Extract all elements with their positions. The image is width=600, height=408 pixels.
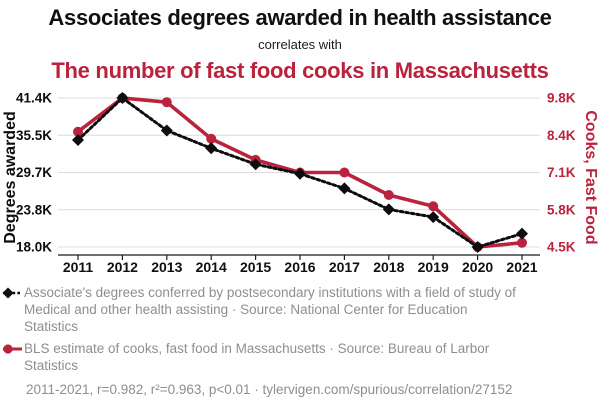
marker-degrees-2017 [338,182,351,195]
header: Associates degrees awarded in health ass… [0,0,600,84]
marker-cooks-2013 [161,97,172,108]
left-axis-tick-label: 41.4K [16,91,52,106]
legend: Associate's degrees conferred by postsec… [0,284,600,398]
x-axis-tick-label: 2011 [63,259,94,275]
line-chart: 41.4K 9.8K 35.5K 8.4K 29.7K 7.1K 23.8K 5.8K 18.0… [2,91,599,276]
legend-text-degrees: Associate's degrees conferred by postsec… [24,285,516,334]
x-axis-tick-label: 2020 [462,259,493,275]
x-axis-tick-label: 2015 [240,259,271,275]
legend-item-cooks: BLS estimate of cooks, fast food in Mass… [2,340,600,374]
marker-degrees-2012 [116,92,129,104]
legend-text-cooks: BLS estimate of cooks, fast food in Mass… [24,341,490,373]
marker-degrees-2011 [72,134,84,147]
marker-cooks-2014 [206,133,217,144]
marker-degrees-2015 [249,158,262,171]
correlates-with-subtitle: correlates with [258,37,342,52]
x-axis-tick-label: 2013 [151,259,182,275]
chart-title-secondary: The number of fast food cooks in Massach… [51,58,549,83]
chart-title: Associates degrees awarded in health ass… [48,5,552,30]
left-axis-tick-label: 18.0K [16,240,52,255]
x-axis-tick-label: 2017 [329,259,360,275]
right-axis-title: Cooks, Fast Food [582,110,599,244]
marker-cooks-2011 [73,126,83,137]
degrees-series-marker-icon [2,287,22,299]
x-axis-tick-label: 2021 [506,259,537,275]
marker-degrees-2019 [427,211,440,224]
x-axis-tick-label: 2018 [373,259,404,275]
right-axis-tick-label: 8.4K [547,128,576,143]
left-axis-title: Degrees awarded [2,111,19,244]
marker-degrees-2020 [471,241,484,253]
marker-cooks-2018 [383,189,394,200]
marker-degrees-2021 [516,227,528,240]
cooks-series-marker-icon [3,344,22,354]
marker-degrees-2016 [294,167,306,180]
x-axis-tick-label: 2016 [284,259,315,275]
marker-cooks-2017 [339,167,350,178]
right-axis-tick-label: 5.8K [547,202,576,217]
left-axis-tick-label: 35.5K [16,128,52,143]
right-axis-tick-label: 9.8K [547,91,576,106]
marker-cooks-2021 [517,237,527,248]
left-axis-tick-label: 23.8K [16,202,52,217]
x-axis-tick-label: 2014 [196,259,227,275]
right-axis-tick-label: 4.5K [547,240,576,255]
left-axis-tick-label: 29.7K [16,165,52,180]
x-axis-tick-label: 2019 [418,259,449,275]
legend-item-degrees: Associate's degrees conferred by postsec… [2,284,600,335]
marker-cooks-2019 [428,201,439,212]
right-axis-tick-label: 7.1K [547,165,576,180]
marker-degrees-2013 [160,124,173,137]
marker-degrees-2018 [382,203,395,216]
footer-stats: 2011-2021, r=0.982, r²=0.963, p<0.01 · t… [26,382,513,397]
x-axis-tick-label: 2012 [107,259,138,275]
marker-degrees-2014 [205,142,218,155]
